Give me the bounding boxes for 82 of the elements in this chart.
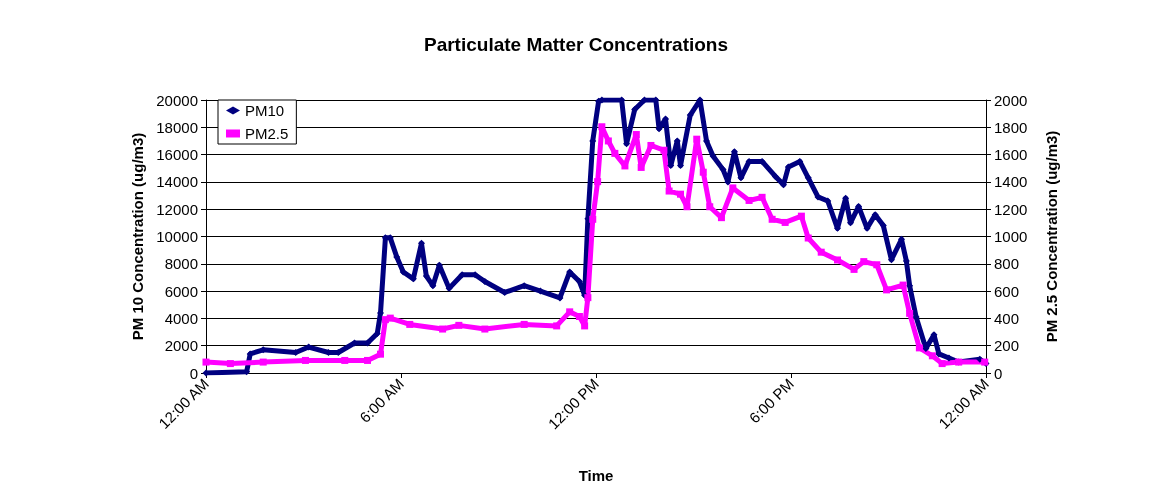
y2-tick-label: 1200	[994, 200, 1028, 218]
point	[883, 286, 891, 294]
point	[817, 248, 825, 256]
point	[575, 312, 583, 320]
point	[604, 137, 612, 145]
y2-tick-label: 1600	[994, 146, 1028, 164]
point	[406, 320, 414, 328]
y-tick-label: 2000	[164, 337, 198, 355]
y-tick-label: 14000	[156, 173, 198, 191]
point	[660, 146, 668, 154]
point	[699, 168, 707, 176]
point	[598, 123, 606, 131]
point	[860, 258, 868, 266]
y-tick-label: 20000	[156, 91, 198, 109]
point	[202, 358, 210, 366]
point	[683, 203, 691, 211]
point	[566, 308, 574, 316]
point	[637, 163, 645, 171]
point	[553, 322, 561, 330]
y-tick-label: 18000	[156, 118, 198, 136]
point	[758, 193, 766, 201]
point	[797, 212, 805, 220]
point	[693, 135, 701, 143]
point	[677, 190, 684, 198]
point	[706, 203, 714, 211]
y2-tick-label: 600	[994, 282, 1020, 300]
y2-tick-label: 0	[994, 364, 1003, 382]
y-tick-label: 0	[189, 364, 198, 382]
point	[906, 309, 914, 317]
point	[481, 325, 489, 333]
point	[611, 149, 619, 157]
x-tick-label: 6:00 PM	[745, 374, 798, 427]
point	[439, 325, 447, 333]
point	[594, 178, 602, 186]
y-tick-label: 6000	[164, 282, 198, 300]
point	[938, 360, 946, 368]
y-axis-title: PM 10 Concentration (ug/m3)	[129, 132, 147, 341]
point	[850, 265, 858, 273]
y2-tick-label: 1400	[994, 173, 1028, 191]
y2-tick-label: 1800	[994, 118, 1028, 136]
point	[729, 184, 737, 192]
point	[589, 215, 597, 223]
point	[386, 314, 394, 322]
y-tick-label: 12000	[156, 200, 198, 218]
point	[520, 320, 528, 328]
point	[717, 214, 725, 222]
y2-tick-label: 200	[994, 337, 1020, 355]
point	[745, 196, 753, 204]
point	[377, 350, 385, 358]
point	[455, 321, 463, 329]
point	[364, 356, 372, 364]
x-axis-title: Time	[578, 467, 614, 484]
point	[833, 256, 841, 264]
point	[341, 356, 349, 364]
legend-label: PM2.5	[245, 125, 289, 142]
point	[804, 234, 812, 242]
point	[915, 344, 923, 352]
y-tick-label: 10000	[156, 228, 198, 245]
y-tick-label: 4000	[164, 309, 198, 327]
point	[647, 141, 655, 149]
point	[665, 187, 673, 195]
y2-tick-label: 400	[994, 309, 1020, 327]
point	[873, 261, 881, 269]
point	[899, 281, 907, 289]
point	[581, 322, 589, 330]
point	[226, 360, 234, 368]
point	[928, 352, 936, 360]
y2-tick-label: 800	[994, 255, 1020, 273]
y2-axis-title: PM 2.5 Concentration (ug/m3)	[1043, 130, 1060, 343]
chart-title: Particulate Matter Concentrations	[423, 34, 729, 55]
x-tick-label: 6:00 AM	[356, 374, 408, 426]
point	[768, 215, 776, 223]
point	[259, 358, 267, 366]
y-tick-label: 8000	[164, 255, 198, 273]
y2-tick-label: 2000	[994, 91, 1028, 109]
point	[621, 162, 629, 170]
point	[632, 131, 640, 139]
point	[301, 356, 309, 364]
y-tick-label: 16000	[156, 146, 198, 164]
y2-tick-label: 1000	[994, 228, 1028, 245]
point	[781, 218, 789, 226]
legend-label: PM10	[245, 102, 285, 119]
